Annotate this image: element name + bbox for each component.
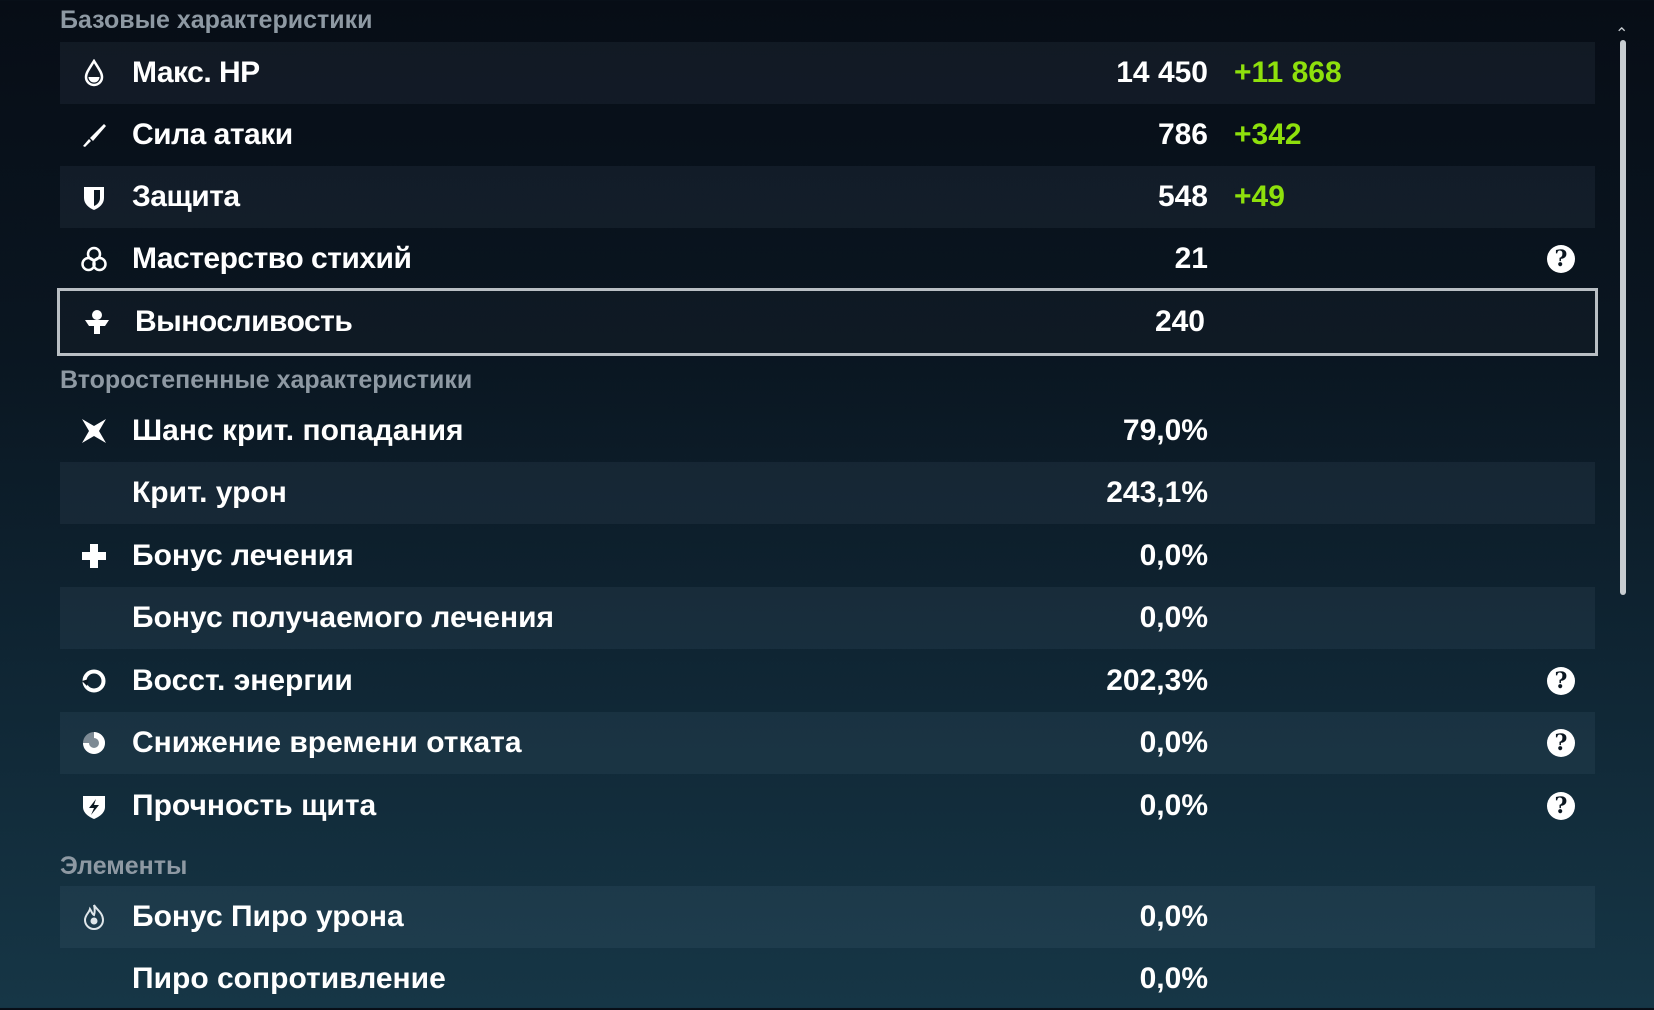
hp-drop-icon <box>84 59 104 87</box>
section-header-basic: Базовые характеристики <box>60 6 373 34</box>
stat-value: 21 <box>1174 242 1208 275</box>
stat-value: 0,0% <box>1139 789 1208 822</box>
stat-label: Выносливость <box>135 305 353 338</box>
stat-label: Бонус Пиро урона <box>132 900 404 933</box>
stat-row-crit-damage[interactable]: Крит. урон 243,1% <box>60 462 1595 524</box>
stat-row-attack[interactable]: Сила атаки 786 +342 <box>60 104 1595 166</box>
stat-label: Мастерство стихий <box>132 242 412 275</box>
stat-label: Прочность щита <box>132 789 377 822</box>
stat-row-defense[interactable]: Защита 548 +49 <box>60 166 1595 228</box>
stat-row-pyro-dmg-bonus[interactable]: Бонус Пиро урона 0,0% <box>60 886 1595 948</box>
stat-value: 240 <box>1154 305 1205 338</box>
stat-row-max-hp[interactable]: Макс. HP 14 450 +11 868 <box>60 42 1595 104</box>
stat-label: Сила атаки <box>132 118 293 151</box>
crit-star-icon <box>82 419 106 443</box>
elemental-mastery-icon <box>81 246 107 272</box>
stat-value: 786 <box>1157 118 1208 151</box>
stat-row-crit-rate[interactable]: Шанс крит. попадания 79,0% <box>60 400 1595 462</box>
sword-icon <box>83 124 106 147</box>
stat-label: Пиро сопротивление <box>132 962 446 995</box>
stat-value: 243,1% <box>1106 476 1208 509</box>
stat-bonus: +11 868 <box>1234 56 1342 89</box>
stat-bonus: +49 <box>1234 180 1285 213</box>
stat-value: 0,0% <box>1139 962 1208 995</box>
stat-label: Крит. урон <box>132 476 287 509</box>
stat-row-incoming-healing[interactable]: Бонус получаемого лечения 0,0% <box>60 587 1595 649</box>
pyro-icon <box>83 904 105 930</box>
help-icon[interactable]: ? <box>1547 667 1575 695</box>
stat-value: 202,3% <box>1106 664 1208 697</box>
stat-label: Бонус лечения <box>132 539 354 572</box>
energy-recharge-icon <box>82 669 106 693</box>
healing-cross-icon <box>82 544 106 568</box>
shield-icon <box>84 187 104 210</box>
stat-label: Бонус получаемого лечения <box>132 601 555 634</box>
stat-row-elemental-mastery[interactable]: Мастерство стихий 21 ? <box>60 228 1595 290</box>
stat-label: Макс. HP <box>132 56 260 89</box>
stat-value: 0,0% <box>1139 539 1208 572</box>
help-icon[interactable]: ? <box>1547 792 1575 820</box>
scroll-up-chevron-icon[interactable]: ⌃ <box>1615 26 1629 43</box>
section-header-elements: Элементы <box>60 852 188 880</box>
stat-row-healing-bonus[interactable]: Бонус лечения 0,0% <box>60 525 1595 587</box>
stat-value: 548 <box>1157 180 1208 213</box>
stat-row-cd-reduction[interactable]: Снижение времени отката 0,0% ? <box>60 712 1595 774</box>
cooldown-icon <box>83 732 105 754</box>
help-icon[interactable]: ? <box>1547 245 1575 273</box>
scrollbar[interactable] <box>1620 40 1626 595</box>
stat-bonus: +342 <box>1234 118 1302 151</box>
shield-strength-icon <box>83 796 105 819</box>
stat-label: Шанс крит. попадания <box>132 414 464 447</box>
stat-value: 0,0% <box>1139 726 1208 759</box>
stamina-icon <box>85 310 109 334</box>
section-header-secondary: Второстепенные характеристики <box>60 366 473 394</box>
stat-label: Снижение времени отката <box>132 726 522 759</box>
stat-label: Восст. энергии <box>132 664 353 697</box>
stat-value: 0,0% <box>1139 900 1208 933</box>
help-icon[interactable]: ? <box>1547 729 1575 757</box>
stat-label: Защита <box>132 180 240 213</box>
stat-value: 79,0% <box>1122 414 1208 447</box>
stat-row-shield-strength[interactable]: Прочность щита 0,0% ? <box>60 775 1595 837</box>
stat-value: 0,0% <box>1139 601 1208 634</box>
stat-row-energy-recharge[interactable]: Восст. энергии 202,3% ? <box>60 650 1595 712</box>
stat-value: 14 450 <box>1116 56 1208 89</box>
stat-row-pyro-res[interactable]: Пиро сопротивление 0,0% <box>60 948 1595 1010</box>
stat-row-stamina[interactable]: Выносливость 240 <box>57 288 1598 356</box>
